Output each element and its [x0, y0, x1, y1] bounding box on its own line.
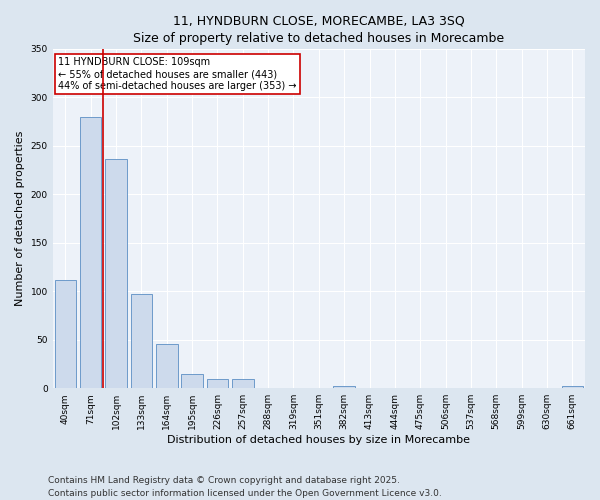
Bar: [55, 280, 76, 388]
Bar: [232, 380, 254, 388]
X-axis label: Distribution of detached houses by size in Morecambe: Distribution of detached houses by size …: [167, 435, 470, 445]
Bar: [206, 378, 228, 388]
Title: 11, HYNDBURN CLOSE, MORECAMBE, LA3 3SQ
Size of property relative to detached hou: 11, HYNDBURN CLOSE, MORECAMBE, LA3 3SQ S…: [133, 15, 505, 45]
Text: 11 HYNDBURN CLOSE: 109sqm
← 55% of detached houses are smaller (443)
44% of semi: 11 HYNDBURN CLOSE: 109sqm ← 55% of detac…: [58, 58, 296, 90]
Y-axis label: Number of detached properties: Number of detached properties: [15, 131, 25, 306]
Bar: [131, 294, 152, 388]
Bar: [156, 344, 178, 388]
Text: Contains HM Land Registry data © Crown copyright and database right 2025.
Contai: Contains HM Land Registry data © Crown c…: [48, 476, 442, 498]
Bar: [105, 160, 127, 388]
Bar: [334, 386, 355, 388]
Bar: [562, 386, 583, 388]
Bar: [181, 374, 203, 388]
Bar: [80, 117, 101, 388]
